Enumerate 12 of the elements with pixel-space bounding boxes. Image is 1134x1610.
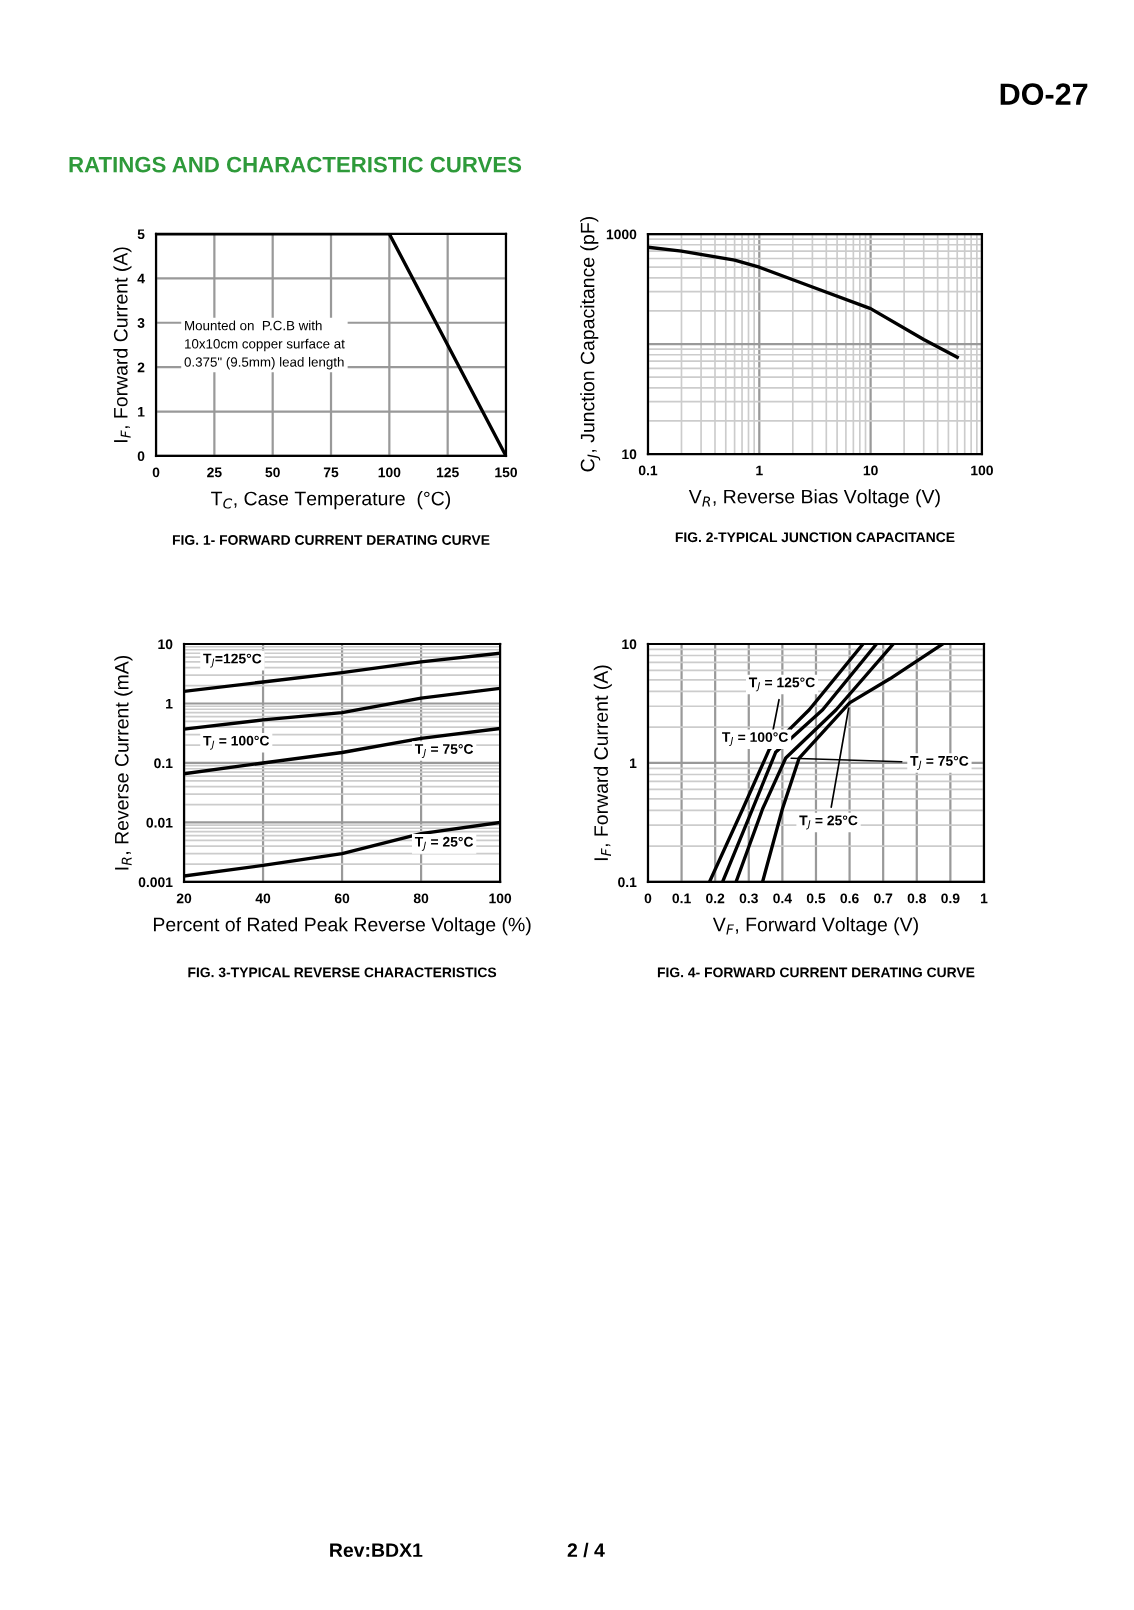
text: RATINGS AND CHARACTERISTIC CURVES	[69, 156, 522, 173]
text: 2 / 4	[567, 1542, 605, 1558]
y-axis-title: I$_{F}$, Forward Current (A)	[593, 665, 612, 861]
x-axis-title: Percent of Rated Peak Reverse Voltage (%)	[153, 917, 531, 936]
y-axis-title: I$_{F}$, Forward Current (A)	[113, 247, 132, 443]
y-axis-title: C$_{J}$, Junction Capacitance (pF)	[580, 217, 601, 472]
x-axis-title: V$_{F}$, Forward Voltage (V)	[712, 917, 918, 936]
text: DO-27	[1000, 83, 1088, 105]
text: Rev:BDX1	[330, 1543, 423, 1558]
y-axis-title: I$_{R}$, Reverse Current (mA)	[114, 655, 133, 870]
x-axis-title: V$_{R}$, Reverse Bias Voltage (V)	[688, 489, 940, 508]
x-axis-title: T$_{C}$, Case Temperature (°C)	[211, 491, 451, 510]
